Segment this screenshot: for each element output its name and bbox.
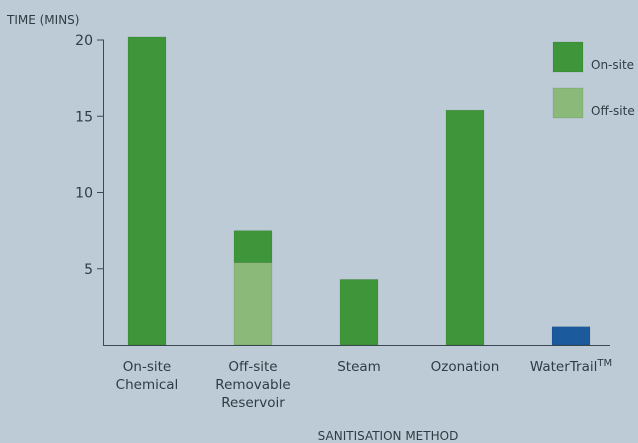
category-label-4: WaterTrailTM <box>530 358 612 375</box>
bar-on-site-3 <box>445 109 485 346</box>
bar-on-site-2 <box>339 279 379 346</box>
legend-swatch-1 <box>552 87 584 119</box>
bar-off-site-1 <box>233 262 273 346</box>
category-label-3: Ozonation <box>431 359 500 375</box>
legend-label-1: Off-site <box>591 104 635 118</box>
category-label-2: Steam <box>337 359 381 375</box>
bar-on-site-1 <box>233 230 273 263</box>
bar-series-2-4 <box>551 326 591 346</box>
bar-on-site-0 <box>127 36 167 346</box>
legend-swatch-0 <box>552 41 584 73</box>
y-tick-label: 15 <box>75 109 93 125</box>
y-tick-label: 10 <box>75 186 93 202</box>
y-axis-title: TIME (MINS) <box>6 13 79 27</box>
legend: On-site Off-site <box>552 41 635 119</box>
y-tick-label: 20 <box>75 33 93 49</box>
x-axis-title: SANITISATION METHOD <box>318 429 459 443</box>
legend-label-0: On-site <box>591 58 634 72</box>
bars <box>127 36 591 346</box>
category-label-1: Off-site Removable Reservoir <box>215 359 290 411</box>
y-tick-label: 5 <box>84 262 93 278</box>
category-labels: On-site Chemical Off-site Removable Reservoi… <box>116 358 612 411</box>
y-axis-ticks: 5 10 15 20 <box>75 33 104 278</box>
category-label-0: On-site Chemical <box>116 359 179 393</box>
